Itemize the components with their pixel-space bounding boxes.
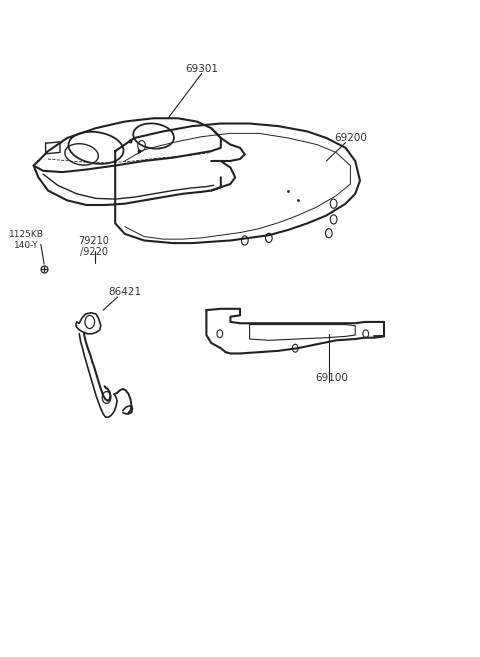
Text: 1125KB
140-Y: 1125KB 140-Y [9,230,44,250]
Text: 69301: 69301 [185,64,218,74]
Text: 69100: 69100 [315,373,348,383]
Text: 69200: 69200 [334,133,367,143]
Text: 79210
/9220: 79210 /9220 [78,236,109,257]
Text: 86421: 86421 [108,287,142,298]
